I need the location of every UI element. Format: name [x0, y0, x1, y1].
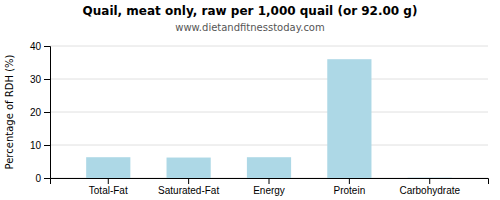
y-axis-title: Percentage of RDH (%) — [4, 54, 15, 169]
y-axis-line — [44, 47, 51, 179]
title: Quail, meat only, raw per 1,000 quail (o… — [83, 4, 418, 18]
x-tick: Total-Fat — [89, 178, 128, 196]
bar — [408, 177, 452, 178]
bar — [167, 158, 211, 178]
y-tick-label: 30 — [30, 74, 42, 85]
subtitle: www.dietandfitnesstoday.com — [175, 22, 324, 33]
y-tick-mark — [44, 112, 50, 113]
x-tick-mark — [429, 178, 430, 184]
y-axis: 0 10 20 30 40 — [30, 41, 51, 184]
y-tick-label: 20 — [30, 107, 42, 118]
y-tick: 0 — [35, 173, 50, 184]
y-tick-label: 40 — [30, 41, 42, 52]
x-tick-mark — [188, 178, 189, 184]
grid-line — [50, 112, 488, 113]
y-tick-mark — [44, 145, 50, 146]
y-tick-label: 0 — [35, 173, 41, 184]
y-tick-label: 10 — [30, 140, 42, 151]
x-tick: Carbohydrate — [399, 178, 460, 196]
y-tick: 30 — [30, 74, 50, 85]
bar — [86, 157, 130, 178]
x-tick-label: Carbohydrate — [399, 185, 460, 196]
x-axis-line — [51, 179, 489, 185]
x-tick-mark — [349, 178, 350, 184]
y-tick: 20 — [30, 107, 50, 118]
bar — [247, 157, 291, 178]
x-tick: Saturated-Fat — [158, 178, 219, 196]
x-tick: Protein — [334, 178, 366, 196]
x-tick-label: Saturated-Fat — [158, 185, 219, 196]
chart: Quail, meat only, raw per 1,000 quail (o… — [0, 0, 500, 200]
grid — [50, 46, 488, 178]
x-tick: Energy — [253, 178, 285, 196]
bar — [327, 59, 371, 178]
x-tick-label: Total-Fat — [89, 185, 128, 196]
x-tick-label: Protein — [334, 185, 366, 196]
x-tick-mark — [269, 178, 270, 184]
bars — [86, 59, 452, 178]
y-tick-mark — [44, 79, 50, 80]
grid-line — [50, 79, 488, 80]
x-tick-label: Energy — [253, 185, 285, 196]
x-axis: Total-Fat Saturated-Fat Energy Protein Carbo… — [51, 178, 489, 196]
grid-line — [50, 145, 488, 146]
plot: Total-Fat Saturated-Fat Energy Protein Carbo… — [30, 41, 489, 196]
y-tick-mark — [44, 46, 50, 47]
x-tick-mark — [108, 178, 109, 184]
y-tick-mark — [44, 178, 50, 179]
grid-line — [50, 46, 488, 47]
y-tick: 40 — [30, 41, 50, 52]
y-tick: 10 — [30, 140, 50, 151]
